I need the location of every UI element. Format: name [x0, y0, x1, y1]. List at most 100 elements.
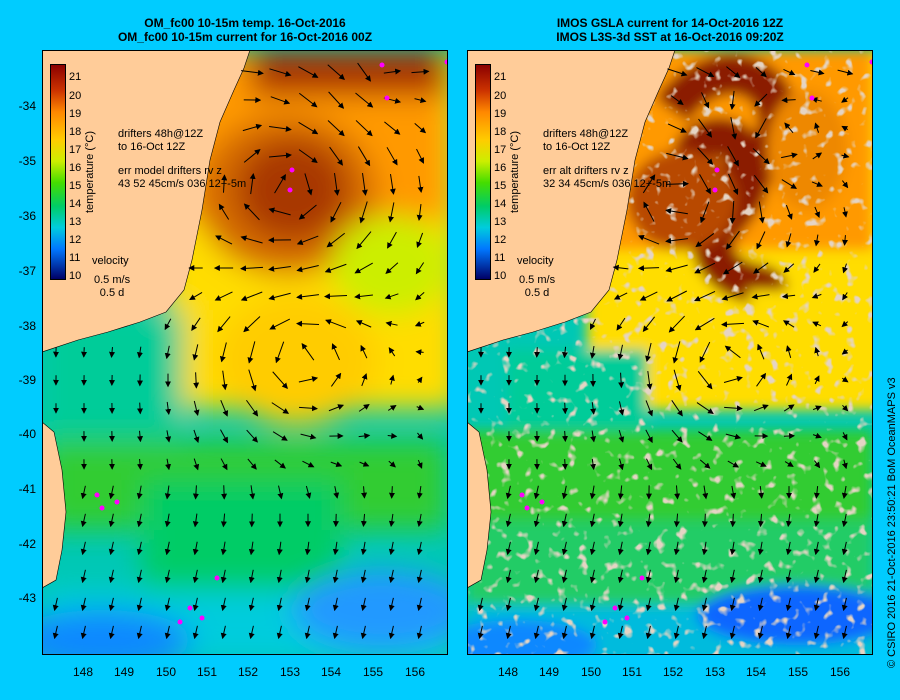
current-arrow: [247, 458, 257, 470]
current-arrow: [841, 597, 848, 612]
right-colorbar-gradient: [475, 64, 491, 280]
current-arrow: [752, 148, 770, 165]
lat-label: -39: [18, 373, 36, 387]
current-arrow: [811, 293, 822, 299]
drifter-marker: [804, 62, 810, 68]
current-arrow: [414, 97, 427, 104]
current-arrow: [618, 372, 625, 389]
velocity-time: 0.5 d: [524, 287, 550, 299]
current-arrow: [416, 569, 423, 584]
current-arrow: [220, 458, 228, 471]
cbar-tick: 13: [494, 216, 507, 228]
lon-label: 154: [320, 665, 342, 679]
current-arrow: [109, 347, 115, 358]
current-arrow: [841, 125, 849, 132]
left-current-vectors: [52, 62, 430, 640]
current-arrow: [108, 597, 115, 612]
current-arrow: [359, 201, 368, 224]
current-arrow: [165, 430, 172, 443]
current-arrow: [753, 262, 769, 274]
current-arrow: [214, 291, 233, 301]
current-arrow: [415, 349, 424, 356]
cbar-tick: 19: [494, 108, 507, 120]
cbar-tick: 10: [69, 270, 82, 282]
colorbar-title: temperature (°C): [509, 130, 521, 214]
current-arrow: [590, 458, 596, 471]
current-arrow: [725, 433, 742, 440]
right-land: [467, 50, 676, 589]
current-arrow: [108, 513, 115, 528]
current-arrow: [192, 541, 199, 556]
current-arrow: [416, 541, 423, 556]
current-arrow: [302, 460, 315, 468]
cbar-tick: 21: [69, 71, 82, 83]
current-arrow: [269, 152, 292, 159]
right-title-line1: IMOS GSLA current for 14-Oct-2016 12Z: [556, 16, 784, 30]
current-arrow: [360, 597, 367, 612]
current-arrow: [721, 292, 744, 301]
current-arrow: [837, 69, 854, 76]
left-error-stats: err model drifters rv z 43 52 45cm/s 036…: [118, 165, 246, 191]
current-arrow: [842, 235, 848, 246]
right-map-svg: [467, 50, 873, 655]
current-arrow: [269, 318, 291, 330]
current-arrow: [667, 68, 688, 77]
current-arrow: [274, 174, 286, 194]
drifter-marker: [712, 187, 718, 193]
lon-label: 148: [497, 665, 519, 679]
current-arrow: [646, 458, 653, 471]
current-arrow: [304, 569, 311, 584]
lon-label: 152: [662, 665, 684, 679]
current-arrow: [361, 173, 368, 196]
current-arrow: [136, 513, 143, 528]
current-arrow: [785, 513, 792, 528]
cbar-tick: 19: [69, 108, 82, 120]
current-arrow: [561, 513, 568, 528]
current-arrow: [271, 402, 290, 414]
right-map-panel: 21 20 19 18 17 16 15 14 13 12 11 10 temp…: [467, 50, 873, 655]
current-arrow: [221, 174, 228, 193]
current-arrow: [193, 429, 200, 444]
current-arrow: [723, 375, 743, 383]
current-arrow: [729, 569, 736, 584]
current-arrow: [617, 541, 624, 556]
current-arrow: [617, 344, 624, 361]
current-arrow: [165, 458, 172, 471]
current-arrow: [217, 316, 231, 333]
left-map-svg: [42, 50, 448, 655]
current-arrow: [814, 460, 821, 469]
current-arrow: [389, 174, 396, 195]
current-arrow: [242, 123, 263, 132]
current-arrow: [757, 513, 764, 528]
current-arrow: [618, 429, 625, 443]
current-arrow: [811, 181, 823, 187]
current-arrow: [298, 149, 318, 163]
current-arrow: [388, 347, 396, 357]
current-arrow: [751, 293, 770, 300]
current-arrow: [841, 513, 848, 528]
current-arrow: [668, 315, 685, 333]
current-arrow: [416, 597, 423, 612]
current-arrow: [757, 343, 765, 360]
current-arrow: [726, 66, 741, 78]
drifter-marker: [612, 605, 618, 611]
current-arrow: [192, 485, 199, 500]
current-arrow: [276, 597, 283, 612]
current-arrow: [416, 232, 424, 248]
current-arrow: [276, 569, 283, 584]
current-arrow: [360, 569, 367, 584]
current-arrow: [220, 399, 229, 417]
lat-label: -37: [18, 264, 36, 278]
current-arrow: [810, 69, 825, 76]
current-arrow: [272, 431, 288, 441]
current-arrow: [388, 541, 395, 556]
current-arrow: [813, 486, 820, 499]
current-arrow: [137, 430, 144, 443]
current-arrow: [270, 96, 291, 105]
current-arrow: [729, 541, 736, 556]
lon-label: 149: [538, 665, 560, 679]
lat-label: -35: [18, 154, 36, 168]
current-arrow: [240, 291, 263, 301]
current-arrow: [358, 404, 370, 412]
current-arrow: [781, 152, 798, 159]
